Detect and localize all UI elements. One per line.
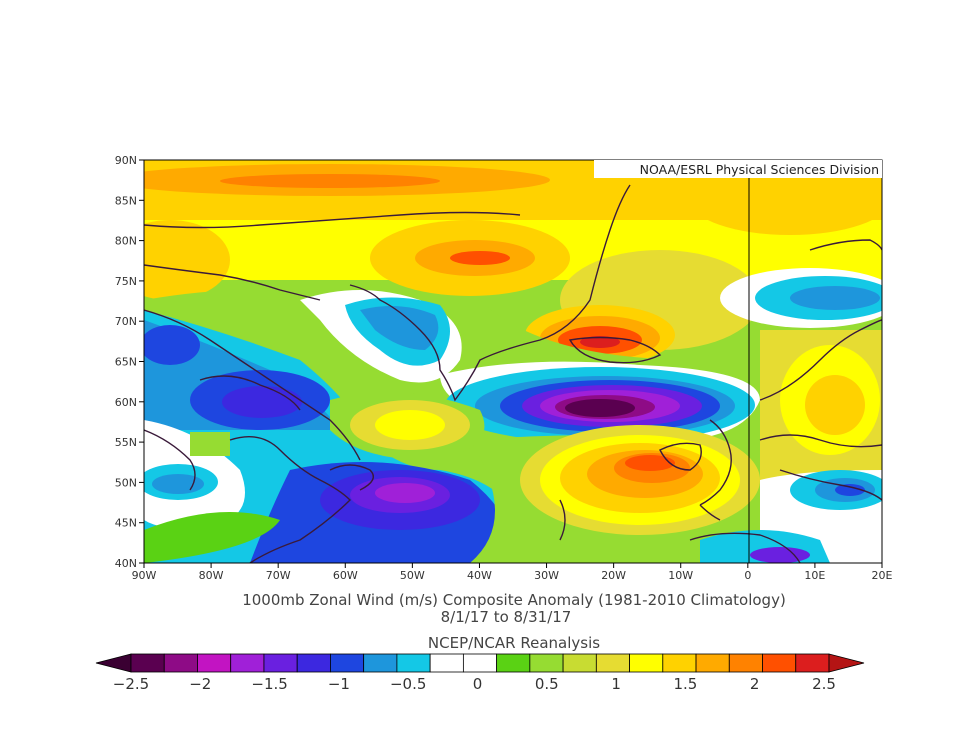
- lon-label: 20W: [601, 569, 626, 582]
- lon-label: 60W: [333, 569, 358, 582]
- lon-label: 0: [744, 569, 751, 582]
- colorbar-swatch: [595, 653, 630, 673]
- lat-label: 75N: [115, 275, 137, 288]
- colorbar-swatch: [662, 653, 697, 673]
- colorbar-swatch: [529, 653, 564, 673]
- colorbar-swatch: [695, 653, 730, 673]
- colorbar-label: 0: [473, 675, 483, 693]
- lon-label: 50W: [400, 569, 425, 582]
- colorbar-swatch: [130, 653, 165, 673]
- colorbar-label: −2.5: [113, 675, 149, 693]
- colorbar-swatch: [496, 653, 531, 673]
- lat-label: 45N: [115, 517, 137, 530]
- colorbar-swatch: [462, 653, 498, 673]
- lon-label: 90W: [132, 569, 157, 582]
- lon-label: 70W: [266, 569, 291, 582]
- colorbar-swatch: [197, 653, 232, 673]
- colorbar-swatch: [728, 653, 763, 673]
- colorbar-label: 2: [750, 675, 760, 693]
- lat-label: 50N: [115, 476, 137, 489]
- lat-label: 40N: [115, 557, 137, 570]
- lat-label: 60N: [115, 396, 137, 409]
- colorbar: −2.5 −2 −1.5 −1 −0.5 0 0.5 1 1.5 2 2.5: [95, 653, 865, 693]
- colorbar-label: −0.5: [390, 675, 426, 693]
- colorbar-swatch: [296, 653, 331, 673]
- colorbar-label: 2.5: [812, 675, 836, 693]
- credit-box: NOAA/ESRL Physical Sciences Division: [594, 160, 882, 178]
- colorbar-label: −1.5: [251, 675, 287, 693]
- colorbar-label: −2: [189, 675, 211, 693]
- coastlines: [144, 184, 882, 563]
- colorbar-label: 1: [611, 675, 621, 693]
- title-line-2: 8/1/17 to 8/31/17: [441, 608, 572, 626]
- lon-label: 10E: [804, 569, 825, 582]
- colorbar-swatch: [230, 653, 265, 673]
- credit-text: NOAA/ESRL Physical Sciences Division: [640, 162, 879, 177]
- colorbar-left-arrow: [95, 653, 132, 673]
- lon-label: 80W: [199, 569, 224, 582]
- colorbar-swatch: [163, 653, 198, 673]
- colorbar-label: 1.5: [673, 675, 697, 693]
- lon-label: 20E: [872, 569, 893, 582]
- colorbar-swatch: [795, 653, 830, 673]
- colorbar-swatch: [562, 653, 597, 673]
- colorbar-swatch: [330, 653, 365, 673]
- longitude-axis: 90W 80W 70W 60W 50W 40W 30W 20W 10W 0 10E 20E: [132, 563, 893, 582]
- lat-label: 80N: [115, 235, 137, 248]
- lat-label: 65N: [115, 356, 137, 369]
- colorbar-swatch: [363, 653, 398, 673]
- latitude-axis: 90N 85N 80N 75N 70N 65N 60N 55N 50N 45N 40N: [115, 154, 144, 570]
- lon-label: 30W: [534, 569, 559, 582]
- colorbar-swatch: [762, 653, 797, 673]
- title-line-3: NCEP/NCAR Reanalysis: [428, 634, 600, 652]
- colorbar-swatch: [263, 653, 298, 673]
- colorbar-swatch: [396, 653, 431, 673]
- lat-label: 70N: [115, 315, 137, 328]
- colorbar-label: −1: [328, 675, 350, 693]
- anomaly-field: [144, 160, 882, 563]
- colorbar-swatch: [629, 653, 664, 673]
- title-line-1: 1000mb Zonal Wind (m/s) Composite Anomal…: [242, 591, 786, 609]
- lat-label: 85N: [115, 194, 137, 207]
- colorbar-swatch: [429, 653, 464, 673]
- colorbar-label: 0.5: [535, 675, 559, 693]
- lon-label: 40W: [467, 569, 492, 582]
- lat-label: 55N: [115, 436, 137, 449]
- lon-label: 10W: [668, 569, 693, 582]
- colorbar-right-arrow: [828, 653, 865, 673]
- lat-label: 90N: [115, 154, 137, 167]
